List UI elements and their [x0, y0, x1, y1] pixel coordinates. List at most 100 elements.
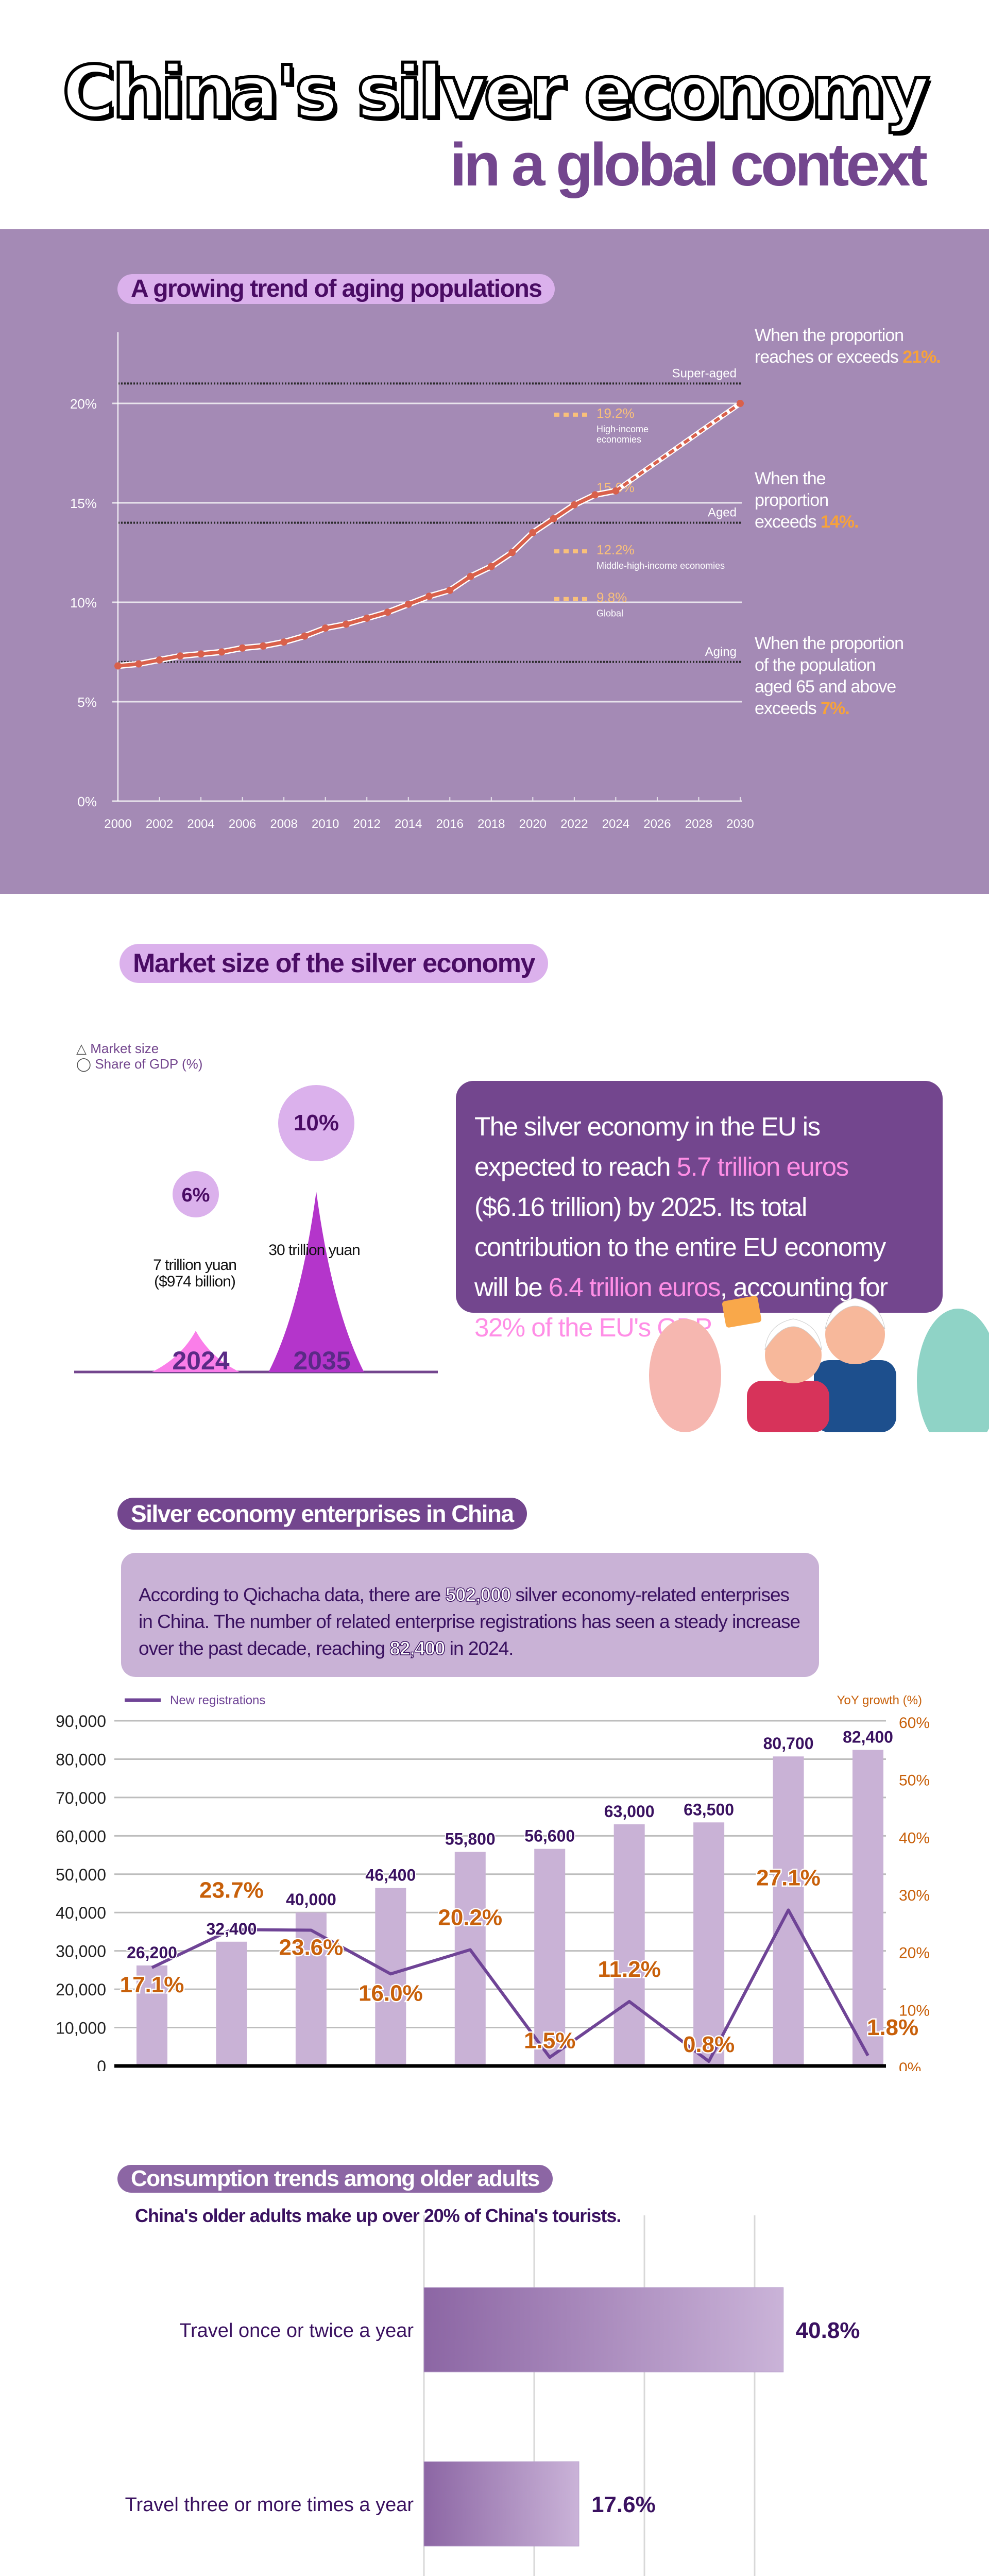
registrations-value-label: 40,000 [286, 1890, 336, 1909]
man-head [825, 1304, 885, 1364]
aging-reference-lines: Super-aged Aged Aging [118, 366, 742, 663]
registrations-bar-2021 [613, 1824, 645, 2066]
consumption-section-title: Consumption trends among older adults [117, 2165, 553, 2193]
registrations-ytick-right: 50% [899, 1772, 930, 1789]
consumption-subtitle: China's older adults make up over 20% of… [135, 2205, 621, 2226]
registrations-value-label: 63,500 [684, 1800, 734, 1819]
aged-note-value: 14%. [821, 512, 859, 532]
registrations-ytick-left: 80,000 [56, 1750, 106, 1769]
eu-highlight-6-4-trillion: 6.4 trillion euros [548, 1273, 721, 1302]
woman-body [747, 1381, 829, 1432]
aging-data-point [135, 660, 143, 668]
aging-xtick-label: 2002 [146, 817, 173, 831]
benchmark-value: 9.8% [596, 590, 627, 605]
benchmark-name: High-income [596, 424, 649, 434]
enterprises-info-box: According to Qichacha data, there are 50… [121, 1553, 819, 1677]
registrations-ytick-left: 10,000 [56, 2019, 106, 2038]
aging-data-point [197, 650, 205, 658]
aging-data-point [737, 400, 744, 407]
registrations-ytick-right: 0% [899, 2060, 921, 2071]
legend-market-size-label: Market size [90, 1041, 159, 1056]
travel-bar [423, 2287, 784, 2372]
yoy-growth-value-label: 23.7% [199, 1877, 264, 1903]
yoy-growth-value-label: 1.5% [524, 2028, 575, 2053]
aging-xtick-label: 2004 [187, 817, 214, 831]
aging-xtick-label: 2000 [104, 817, 131, 831]
aging-xtick-label: 2028 [685, 817, 712, 831]
aging-data-point [570, 501, 578, 509]
leaf-decoration [917, 1309, 989, 1432]
aging-benchmarks: 19.2%High-incomeeconomies15.6%12.2%Middl… [554, 405, 725, 619]
registrations-ytick-left: 70,000 [56, 1789, 106, 1807]
registrations-ytick-left: 60,000 [56, 1827, 106, 1845]
aging-xtick-label: 2018 [478, 817, 505, 831]
market-legend: △ Market size ◯ Share of GDP (%) [76, 1041, 202, 1072]
legend-share-gdp: ◯ Share of GDP (%) [76, 1056, 202, 1072]
aging-data-point [259, 642, 267, 650]
benchmark-value: 19.2% [596, 405, 635, 421]
aged-note-text: When the proportion exceeds [755, 469, 829, 532]
page-subtitle: in a global context [450, 131, 928, 199]
phone-icon [722, 1296, 762, 1328]
elderly-couple-illustration [649, 1296, 989, 1432]
aging-xtick-label: 2014 [395, 817, 422, 831]
yoy-growth-value-label: 0.8% [683, 2032, 735, 2057]
aging-data-point [363, 614, 371, 622]
travel-chart: Travel once or twice a year 40.8% Travel t… [125, 2215, 860, 2576]
enterprises-text-3: in 2024. [445, 1638, 514, 1659]
gdp-share-circle-2035 [278, 1085, 354, 1161]
registrations-ytick-right: 40% [899, 1829, 930, 1846]
aging-data-point [508, 549, 516, 556]
yoy-growth-value-label: 1.8% [867, 2015, 918, 2040]
market-year-2024: 2024 [172, 1346, 230, 1375]
aging-data-point [218, 648, 226, 656]
super-aged-note-text: When the proportion reaches or exceeds [755, 326, 904, 367]
yoy-growth-value-label: 27.1% [756, 1865, 821, 1890]
legend-yoy-growth-label: YoY growth (%) [837, 1693, 922, 1707]
aging-ytick-label: 20% [70, 396, 97, 412]
aging-data-point [425, 592, 433, 600]
gdp-share-circle-2024 [173, 1171, 219, 1217]
aging-data-point [529, 529, 537, 536]
registrations-bar-2017 [295, 1912, 327, 2066]
registrations-ytick-left: 90,000 [56, 1712, 106, 1731]
market-size-triangle-2035 [268, 1192, 364, 1372]
benchmark-value: 12.2% [596, 542, 635, 557]
aging-data-point [467, 572, 474, 580]
benchmark-name: Middle-high-income economies [596, 561, 725, 571]
aging-data-point [446, 586, 454, 594]
aging-ytick-label: 5% [77, 694, 97, 710]
aging-data-point [176, 652, 184, 660]
market-section-title: Market size of the silver economy [120, 944, 548, 983]
circle-icon: ◯ [76, 1056, 92, 1072]
aging-data-point [156, 656, 163, 664]
aging-section-title: A growing trend of aging populations [117, 274, 555, 304]
legend-market-size: △ Market size [76, 1041, 202, 1056]
market-chart: 6% 10% [74, 1085, 438, 1374]
aging-data-point [238, 644, 246, 652]
super-aged-note-value: 21%. [902, 347, 941, 367]
man-hair [825, 1298, 885, 1330]
aging-line-projection [615, 402, 741, 493]
travel-category-label: Travel three or more times a year [125, 2494, 414, 2516]
registrations-ytick-left: 20,000 [56, 1980, 106, 1999]
enterprises-section-title: Silver economy enterprises in China [117, 1498, 527, 1530]
aged-note: When the proportion exceeds 14%. [755, 468, 889, 533]
enterprises-total-number: 502,000 [445, 1584, 511, 1606]
aging-note: When the proportion of the population ag… [755, 633, 909, 719]
aging-data-point [404, 600, 412, 608]
registrations-value-label: 63,000 [604, 1802, 655, 1821]
aging-data-point [612, 487, 620, 495]
eu-info-box: The silver economy in the EU is expected… [456, 1081, 943, 1342]
benchmark-name: Global [596, 608, 623, 619]
yoy-growth-value-label: 16.0% [359, 1980, 423, 2006]
aging-data-point [342, 620, 350, 628]
registrations-bar-2019 [454, 1852, 486, 2066]
yoy-growth-value-label: 11.2% [598, 1957, 660, 1982]
registrations-value-label: 55,800 [445, 1830, 496, 1849]
market-2035-size-label: 30 trillion yuan [268, 1242, 360, 1259]
registrations-bar-2015 [137, 1965, 167, 2066]
aging-data-point [280, 638, 288, 646]
woman-hair [764, 1318, 822, 1350]
woman-head [765, 1327, 822, 1383]
